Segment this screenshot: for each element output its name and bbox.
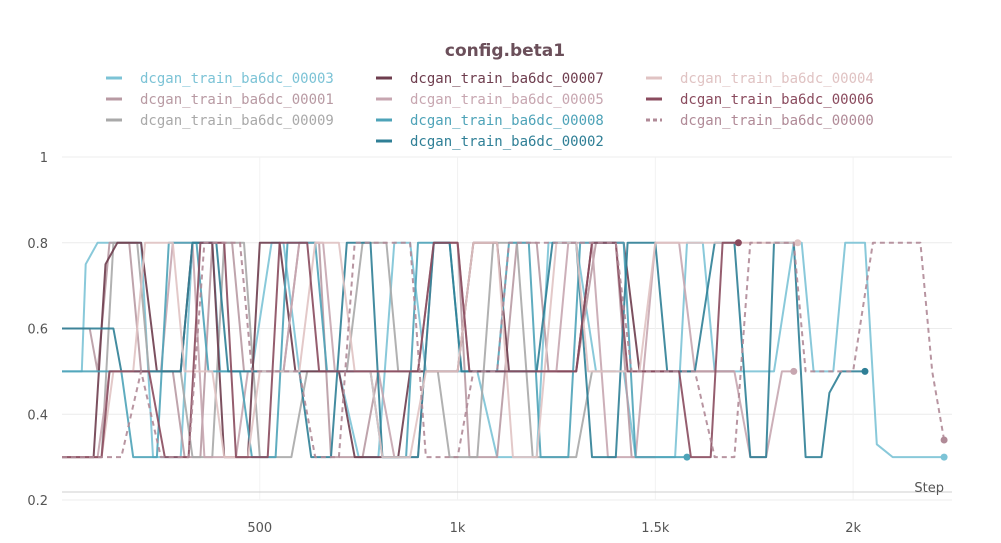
legend-item-2[interactable]: dcgan_train_ba6dc_00001 — [106, 92, 334, 108]
y-tick-label: 1 — [40, 151, 48, 166]
legend-label: dcgan_train_ba6dc_00006 — [680, 92, 874, 108]
legend-label: dcgan_train_ba6dc_00004 — [680, 71, 874, 87]
y-tick-label: 0.6 — [27, 323, 48, 338]
legend-item-9[interactable]: dcgan_train_ba6dc_00006 — [646, 92, 874, 108]
legend-label: dcgan_train_ba6dc_00005 — [410, 92, 604, 108]
series-end-point-1 — [940, 453, 948, 461]
legend-label: dcgan_train_ba6dc_00001 — [140, 92, 334, 108]
series-lines — [62, 239, 948, 461]
x-axis-ticks: 500 1k 1.5k 2k — [247, 521, 861, 536]
series-end-point-5 — [790, 367, 798, 375]
legend-label: dcgan_train_ba6dc_00002 — [410, 134, 604, 150]
y-tick-label: 0.2 — [27, 494, 48, 509]
series-line-10[interactable] — [62, 241, 946, 459]
legend[interactable]: dcgan_train_ba6dc_00003 dcgan_train_ba6dc… — [106, 71, 874, 150]
legend-item-8[interactable]: dcgan_train_ba6dc_00004 — [646, 71, 874, 87]
legend-item-6[interactable]: dcgan_train_ba6dc_00008 — [376, 113, 604, 129]
series-end-point-8 — [794, 239, 802, 247]
x-tick-label: 1k — [450, 521, 466, 536]
series-end-point-10 — [940, 436, 948, 444]
legend-item-4[interactable]: dcgan_train_ba6dc_00007 — [376, 71, 604, 87]
y-tick-label: 0.8 — [27, 237, 48, 252]
legend-item-10[interactable]: dcgan_train_ba6dc_00000 — [646, 113, 874, 129]
legend-item-5[interactable]: dcgan_train_ba6dc_00005 — [376, 92, 604, 108]
x-tick-label: 1.5k — [641, 521, 670, 536]
series-line-5[interactable] — [62, 241, 794, 459]
legend-item-1[interactable]: dcgan_train_ba6dc_00003 — [106, 71, 334, 87]
legend-item-7[interactable]: dcgan_train_ba6dc_00002 — [376, 134, 604, 150]
y-tick-label: 0.4 — [27, 408, 48, 423]
x-tick-label: 2k — [845, 521, 861, 536]
legend-label: dcgan_train_ba6dc_00007 — [410, 71, 604, 87]
series-end-point-7 — [861, 367, 869, 375]
legend-label: dcgan_train_ba6dc_00008 — [410, 113, 604, 129]
series-end-point-9 — [734, 239, 742, 247]
legend-item-3[interactable]: dcgan_train_ba6dc_00009 — [106, 113, 334, 129]
y-axis-ticks: 0.2 0.4 0.6 0.8 1 — [27, 151, 48, 509]
legend-label: dcgan_train_ba6dc_00000 — [680, 113, 874, 129]
legend-label: dcgan_train_ba6dc_00003 — [140, 71, 334, 87]
series-end-point-6 — [683, 453, 691, 461]
chart-title: config.beta1 — [445, 41, 565, 61]
legend-label: dcgan_train_ba6dc_00009 — [140, 113, 334, 129]
x-axis-label: Step — [914, 481, 944, 496]
x-tick-label: 500 — [247, 521, 272, 536]
